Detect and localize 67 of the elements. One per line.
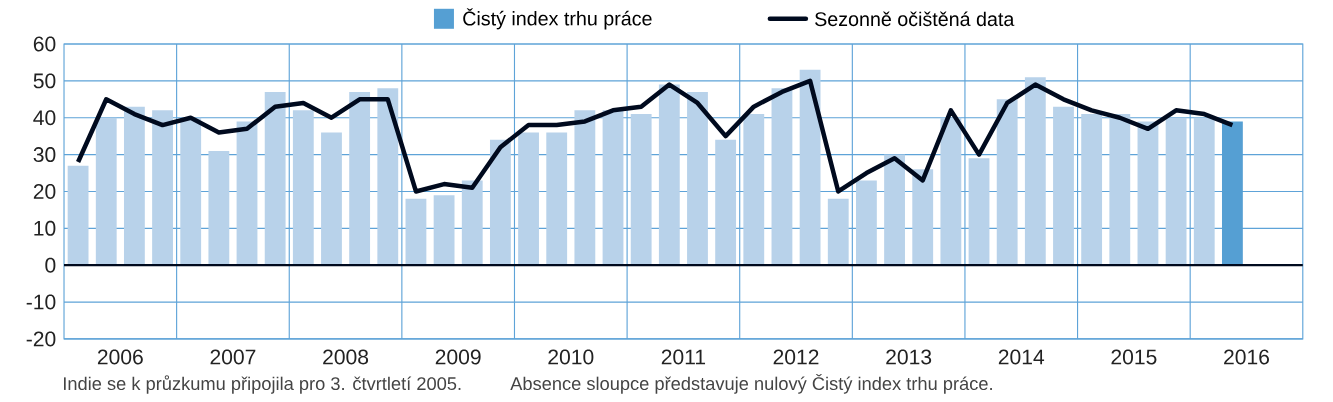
bar <box>349 91 371 266</box>
bar <box>743 114 765 266</box>
bar <box>574 110 596 266</box>
bar <box>67 165 89 266</box>
bar <box>1081 114 1103 266</box>
bar <box>489 139 511 266</box>
x-tick-label: 2010 <box>548 349 594 365</box>
text: Absence sloupce představuje nulový Čistý index trhu práce. <box>510 373 992 394</box>
bar <box>264 91 286 266</box>
x-tick-label: 2015 <box>1111 349 1157 365</box>
bar <box>1024 77 1046 266</box>
text: Čistý index trhu práce <box>463 8 652 30</box>
bar <box>855 180 877 266</box>
y-tick-label: 10 <box>34 220 56 236</box>
bar <box>715 139 737 266</box>
bar <box>658 84 680 266</box>
x-tick-label: 2008 <box>323 349 369 365</box>
x-tick-label: 2009 <box>435 349 481 365</box>
bar <box>1193 117 1215 266</box>
bar <box>123 106 145 266</box>
x-tick-label: 2011 <box>661 349 706 365</box>
bar <box>377 88 399 266</box>
bar <box>1137 121 1159 266</box>
y-tick-label: 60 <box>33 36 56 52</box>
bar <box>180 117 202 266</box>
bar <box>405 198 427 266</box>
y-tick-label: 0 <box>45 257 56 273</box>
bar <box>461 180 483 266</box>
bar <box>1109 114 1131 266</box>
y-tick-label: 40 <box>33 110 56 126</box>
bar <box>940 117 962 266</box>
x-tick-label: 2012 <box>773 349 819 365</box>
y-tick-label: -20 <box>26 331 56 347</box>
bar <box>1053 106 1074 266</box>
bar <box>996 99 1018 266</box>
x-tick-label: 2014 <box>998 349 1045 365</box>
bar <box>208 150 230 266</box>
bar <box>912 169 934 266</box>
bar <box>321 132 342 266</box>
bar <box>546 132 568 266</box>
bar <box>433 195 455 266</box>
bar <box>1221 121 1243 266</box>
y-tick-label: -10 <box>26 294 56 310</box>
bar <box>236 121 258 266</box>
line-series <box>75 78 1235 194</box>
bar <box>884 154 905 266</box>
y-tick-label: 20 <box>33 184 56 199</box>
bar <box>152 110 173 266</box>
x-tick-label: 2007 <box>210 349 256 365</box>
bar <box>687 91 708 266</box>
bar <box>968 158 990 266</box>
text: Indie se k průzkumu připojila pro 3. čtvrtletí 2005. <box>63 375 461 394</box>
bar <box>799 69 821 266</box>
y-tick-label: 50 <box>33 73 56 89</box>
x-tick-label: 2006 <box>97 349 143 365</box>
bar <box>630 114 652 266</box>
x-tick-label: 2013 <box>886 349 932 365</box>
bar <box>292 110 314 266</box>
bar <box>602 110 624 266</box>
y-tick-label: 30 <box>33 147 56 163</box>
bar <box>518 132 539 266</box>
bar <box>827 198 849 266</box>
bar <box>95 117 117 266</box>
bar <box>771 88 793 266</box>
legend-label: Sezonně očištěná data <box>815 11 1015 27</box>
bar <box>1165 117 1187 266</box>
x-tick-label: 2016 <box>1224 349 1270 365</box>
